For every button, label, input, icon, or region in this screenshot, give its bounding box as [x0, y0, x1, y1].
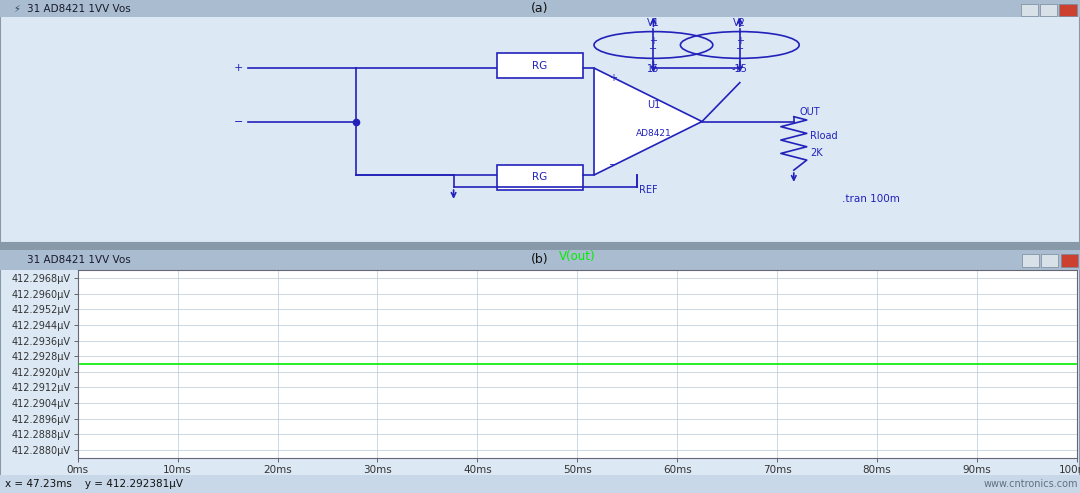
Text: 31 AD8421 1VV Vos: 31 AD8421 1VV Vos: [27, 3, 131, 13]
Text: (a): (a): [531, 2, 549, 15]
Bar: [1041, 254, 1058, 267]
Text: RG: RG: [532, 61, 548, 70]
Text: (b): (b): [531, 253, 549, 266]
Text: −: −: [649, 44, 658, 54]
Text: RG: RG: [532, 173, 548, 182]
Text: U1: U1: [647, 100, 660, 109]
Text: AD8421: AD8421: [635, 129, 672, 138]
Text: -15: -15: [732, 65, 747, 74]
Text: 15: 15: [647, 65, 660, 74]
Bar: [1061, 254, 1078, 267]
Bar: [0, 0, 1080, 17]
Text: .tran 100m: .tran 100m: [842, 194, 901, 204]
Polygon shape: [594, 68, 702, 175]
Bar: [0, 250, 1080, 270]
Bar: [497, 165, 583, 190]
Text: OUT: OUT: [799, 107, 820, 117]
Bar: [1022, 254, 1039, 267]
Text: +: +: [735, 36, 744, 46]
Bar: [1040, 3, 1057, 16]
Text: −: −: [609, 160, 618, 170]
Text: 31 AD8421 1VV Vos: 31 AD8421 1VV Vos: [27, 255, 131, 265]
Text: ⚡: ⚡: [13, 3, 19, 13]
Text: +: +: [609, 73, 618, 83]
Text: +: +: [649, 36, 658, 46]
Bar: [497, 53, 583, 78]
Text: −: −: [233, 116, 243, 127]
Text: Rload: Rload: [810, 131, 838, 141]
Bar: [1021, 3, 1038, 16]
Text: +: +: [233, 63, 243, 73]
Bar: [1059, 3, 1077, 16]
Text: V2: V2: [733, 18, 746, 28]
Text: REF: REF: [638, 184, 658, 195]
Bar: [0, 475, 1080, 493]
Text: 2K: 2K: [810, 148, 823, 158]
Text: V1: V1: [647, 18, 660, 28]
Text: −: −: [735, 44, 744, 54]
Text: www.cntronics.com: www.cntronics.com: [983, 479, 1078, 489]
Text: x = 47.23ms    y = 412.292381μV: x = 47.23ms y = 412.292381μV: [5, 479, 184, 489]
